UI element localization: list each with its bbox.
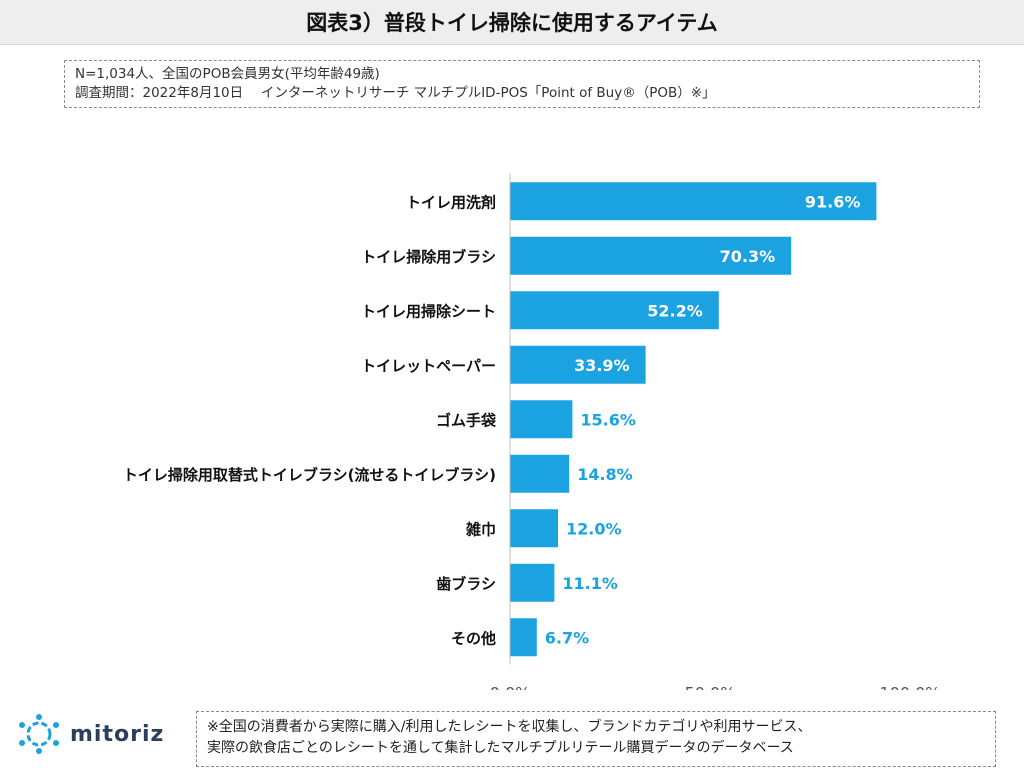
- category-label: トイレ用洗剤: [406, 193, 496, 211]
- data-label: 11.1%: [562, 574, 618, 593]
- data-label: 14.8%: [577, 465, 633, 484]
- category-label: ゴム手袋: [436, 411, 497, 429]
- data-label: 6.7%: [545, 628, 589, 647]
- category-label: その他: [451, 629, 496, 647]
- category-label: トイレ用掃除シート: [361, 302, 496, 320]
- data-label: 12.0%: [566, 519, 622, 538]
- data-label: 15.6%: [580, 410, 636, 429]
- data-label: 91.6%: [805, 192, 861, 211]
- bar: [510, 509, 558, 548]
- data-label: 52.2%: [647, 301, 703, 320]
- title-bar: 図表3）普段トイレ掃除に使用するアイテム: [0, 0, 1024, 45]
- data-label: 33.9%: [574, 356, 630, 375]
- logo-text: mitoriz: [70, 721, 165, 747]
- data-label: 70.3%: [720, 247, 776, 266]
- mitoriz-logo-icon: [19, 714, 59, 754]
- category-label: トイレ掃除用取替式トイレブラシ(流せるトイレブラシ): [123, 466, 496, 484]
- x-tick-label: 100.0%: [879, 684, 940, 691]
- brand-logo: mitoriz: [16, 712, 164, 756]
- bar: [510, 563, 555, 602]
- bar: [510, 454, 570, 493]
- survey-note: N=1,034人、全国のPOB会員男女(平均年齢49歳) 調査期間：2022年8…: [64, 60, 980, 108]
- bar: [510, 182, 877, 221]
- x-tick-label: 0.0%: [490, 684, 531, 691]
- footer-note-line2: 実際の飲食店ごとのレシートを通して集計したマルチプルリテール購買データのデータベ…: [207, 740, 794, 756]
- bar: [510, 618, 537, 657]
- x-tick-label: 50.0%: [685, 684, 736, 691]
- bar: [510, 236, 792, 275]
- category-label: 雑巾: [465, 520, 496, 538]
- category-label: トイレットペーパー: [361, 357, 496, 375]
- bar: [510, 291, 719, 330]
- survey-note-line1: N=1,034人、全国のPOB会員男女(平均年齢49歳): [75, 66, 380, 82]
- footer-note-line1: ※全国の消費者から実際に購入/利用したレシートを収集し、ブランドカテゴリや利用サ…: [207, 719, 812, 735]
- bar-chart: トイレ用洗剤 91.6% トイレ掃除用ブラシ 70.3% トイレ用掃除シート 52.2% ト…: [123, 174, 941, 691]
- bar: [510, 345, 646, 384]
- category-label: 歯ブラシ: [436, 575, 496, 593]
- footer-note: ※全国の消費者から実際に購入/利用したレシートを収集し、ブランドカテゴリや利用サ…: [196, 711, 996, 767]
- page-title: 図表3）普段トイレ掃除に使用するアイテム: [306, 11, 718, 35]
- bar: [510, 400, 573, 439]
- survey-note-line2: 調査期間：2022年8月10日 インターネットリサーチ マルチプルID-POS「…: [75, 85, 716, 101]
- category-label: トイレ掃除用ブラシ: [361, 248, 496, 266]
